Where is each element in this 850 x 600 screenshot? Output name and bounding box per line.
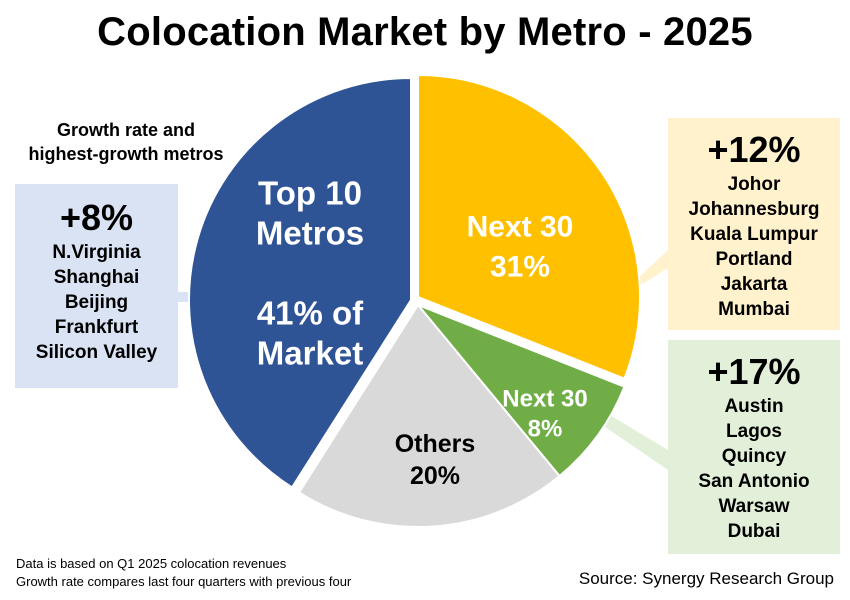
growth-caption: Growth rate and highest-growth metros — [6, 118, 246, 166]
footnote: Growth rate compares last four quarters … — [16, 574, 352, 589]
growth-box-next30-a: +12% Johor Johannesburg Kuala Lumpur Por… — [668, 118, 840, 330]
source-credit: Source: Synergy Research Group — [578, 569, 834, 588]
growth-rate: +12% — [707, 129, 801, 170]
metro-name: Beijing — [64, 292, 129, 313]
pie-slice — [417, 73, 641, 381]
growth-box-next30-b: +17% Austin Lagos Quincy San Antonio War… — [668, 340, 840, 554]
metro-name: Kuala Lumpur — [690, 224, 818, 245]
chart-title: Colocation Market by Metro - 2025 — [97, 10, 753, 54]
metro-name: Silicon Valley — [35, 342, 158, 363]
growth-box-top10: +8% N.Virginia Shanghai Beijing Frankfur… — [15, 184, 178, 388]
metro-name: Dubai — [727, 521, 781, 542]
slice-labels: Top 10 Metros 41% of Market Next 30 31% Next 3… — [256, 175, 588, 490]
metro-name: Lagos — [726, 421, 782, 442]
slice-label: Top 10 Metros 41% of Market — [256, 175, 364, 372]
metro-name: N.Virginia — [52, 242, 141, 263]
metro-name: Portland — [715, 249, 793, 270]
slice-label: Next 30 8% — [502, 385, 587, 442]
metro-name: Johor — [727, 174, 781, 195]
callout-connector — [592, 408, 668, 470]
metro-name: Austin — [724, 396, 784, 417]
metro-name: Jakarta — [720, 274, 788, 295]
callout-connector — [636, 250, 668, 288]
growth-caption-line: highest-growth metros — [28, 144, 224, 164]
metro-name: Shanghai — [53, 267, 140, 288]
metro-name: Quincy — [721, 446, 787, 467]
metro-name: Mumbai — [718, 299, 790, 320]
metro-name: Warsaw — [718, 496, 790, 517]
pie-slice — [188, 76, 412, 489]
footnote: Data is based on Q1 2025 colocation reve… — [16, 556, 287, 571]
growth-rate: +8% — [59, 197, 134, 238]
growth-rate: +17% — [707, 351, 801, 392]
metro-name: Johannesburg — [688, 199, 820, 220]
growth-caption-line: Growth rate and — [56, 120, 195, 140]
pie-slices — [188, 73, 641, 528]
metro-name: San Antonio — [698, 471, 810, 492]
pie-slice — [417, 304, 626, 478]
metro-name: Frankfurt — [54, 317, 139, 338]
pie-slice — [297, 303, 561, 528]
slice-label: Next 30 31% — [467, 211, 574, 284]
slice-label: Others 20% — [395, 430, 476, 490]
